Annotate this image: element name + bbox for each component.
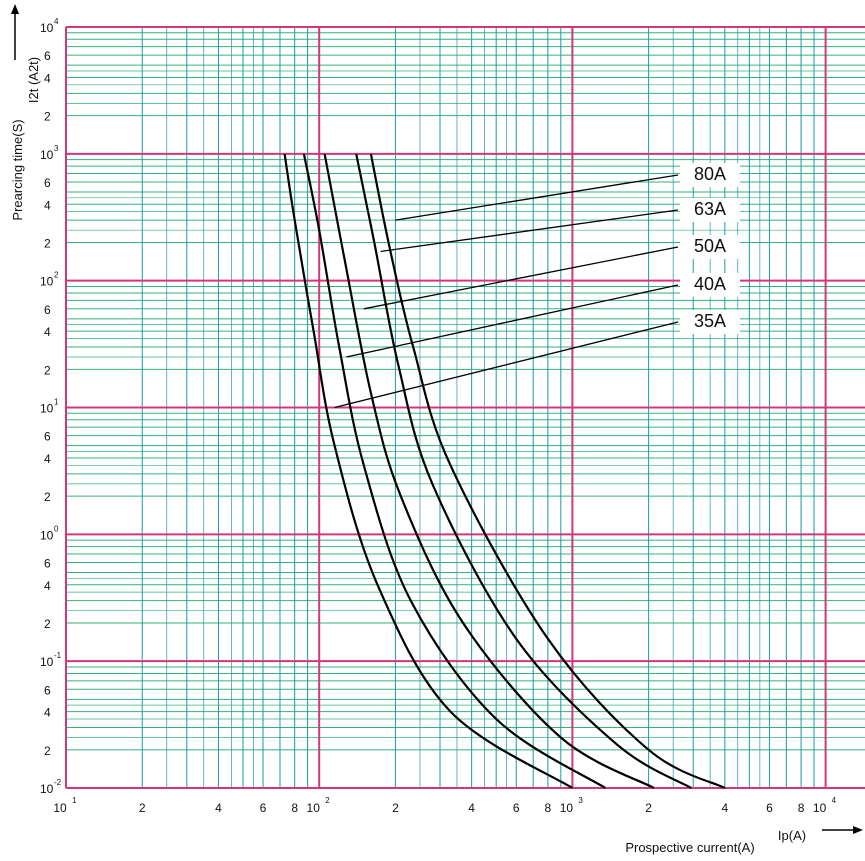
series-label-50A: 50A	[694, 236, 726, 256]
y-tick-minor: 6	[44, 556, 51, 570]
x-tick-minor: 4	[721, 801, 728, 815]
x-tick-exponent: 3	[578, 796, 583, 805]
y-tick-minor: 4	[44, 325, 51, 339]
series-leader-lines: 80A 63A 50A 40A 35A	[334, 163, 740, 409]
y-axis-title: Prearcing time(S)	[10, 119, 25, 220]
leader-line-50A	[363, 246, 679, 310]
y-tick-exponent: 4	[54, 17, 59, 26]
grid	[65, 26, 865, 789]
x-tick-exponent: 4	[832, 796, 837, 805]
x-tick-minor: 4	[215, 801, 222, 815]
x-tick-exponent: 2	[325, 796, 330, 805]
y-tick-major: 10	[40, 655, 54, 669]
leader-line-40A	[346, 284, 679, 358]
series-label-35A: 35A	[694, 311, 726, 331]
x-tick-major: 10	[813, 801, 827, 815]
leader-line-35A	[334, 321, 679, 409]
curve-50A	[323, 153, 655, 789]
x-tick-minor: 6	[766, 801, 773, 815]
y-tick-major: 10	[40, 402, 54, 416]
y-tick-minor: 4	[44, 198, 51, 212]
x-axis-unit-label: Ip(A)	[778, 828, 806, 843]
x-tick-minor: 2	[645, 801, 652, 815]
y-tick-minor: 2	[44, 744, 51, 758]
x-tick-minor: 4	[468, 801, 475, 815]
y-tick-minor: 2	[44, 617, 51, 631]
y-tick-minor: 6	[44, 49, 51, 63]
leader-line-63A	[380, 209, 679, 253]
curve-35A	[283, 153, 573, 789]
y-tick-minor: 6	[44, 176, 51, 190]
series-label-bg	[680, 235, 740, 259]
series-curves	[283, 153, 726, 789]
y-tick-exponent: 0	[54, 524, 59, 533]
x-tick-minor: 6	[513, 801, 520, 815]
curve-80A	[369, 153, 726, 789]
y-tick-minor: 6	[44, 303, 51, 317]
x-tick-minor: 6	[260, 801, 267, 815]
series-label-bg	[680, 310, 740, 334]
y-tick-major: 10	[40, 528, 54, 542]
y-tick-minor: 2	[44, 363, 51, 377]
x-tick-minor: 8	[798, 801, 805, 815]
y-tick-minor: 2	[44, 110, 51, 124]
x-tick-minor: 2	[392, 801, 399, 815]
y-tick-major: 10	[40, 148, 54, 162]
x-tick-minor: 8	[291, 801, 298, 815]
x-tick-minor: 2	[139, 801, 146, 815]
y-tick-major: 10	[40, 21, 54, 35]
y-tick-minor: 4	[44, 579, 51, 593]
x-tick-major: 10	[307, 801, 321, 815]
y-tick-exponent: -1	[54, 651, 62, 660]
curve-63A	[355, 153, 692, 789]
y-tick-minor: 4	[44, 452, 51, 466]
series-label-bg	[680, 163, 740, 187]
y-tick-minor: 6	[44, 430, 51, 444]
x-tick-major: 10	[560, 801, 574, 815]
y-tick-minor: 2	[44, 490, 51, 504]
y-tick-major: 10	[40, 275, 54, 289]
y-tick-exponent: -2	[54, 778, 62, 787]
y-tick-minor: 4	[44, 706, 51, 720]
y-tick-minor: 4	[44, 71, 51, 85]
y-tick-minor: 2	[44, 236, 51, 250]
series-label-63A: 63A	[694, 199, 726, 219]
series-label-40A: 40A	[694, 274, 726, 294]
series-label-bg	[680, 273, 740, 297]
x-tick-minor: 8	[545, 801, 552, 815]
y-axis-arrow-head	[11, 4, 19, 14]
y-tick-major: 10	[40, 782, 54, 796]
x-tick-major: 10	[53, 801, 67, 815]
x-axis-arrow-head	[853, 826, 863, 834]
x-tick-exponent: 1	[72, 796, 77, 805]
y-axis-secondary-title: I2t (A2t)	[26, 57, 41, 103]
y-tick-exponent: 2	[54, 271, 59, 280]
curve-40A	[302, 153, 606, 789]
y-tick-exponent: 1	[54, 398, 59, 407]
y-tick-minor: 6	[44, 683, 51, 697]
series-label-bg	[680, 198, 740, 222]
x-axis-title: Prospective current(A)	[625, 840, 754, 855]
leader-line-80A	[395, 174, 679, 221]
series-label-80A: 80A	[694, 164, 726, 184]
y-tick-exponent: 3	[54, 144, 59, 153]
